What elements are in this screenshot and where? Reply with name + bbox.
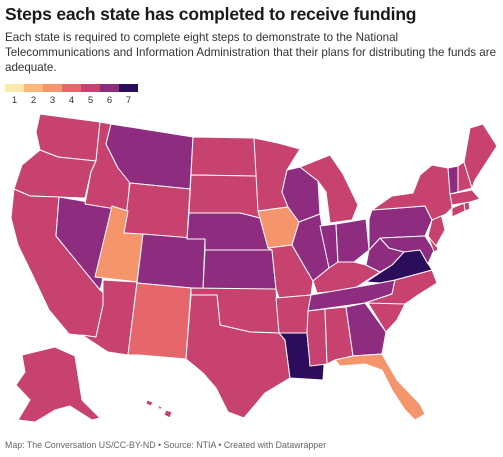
state-tx[interactable] <box>185 294 291 419</box>
state-mi[interactable] <box>299 154 359 224</box>
map-source-footer: Map: The Conversation US/CC-BY-ND • Sour… <box>5 440 327 450</box>
state-ks[interactable] <box>202 249 277 290</box>
legend-swatch-1 <box>5 84 24 92</box>
state-or[interactable] <box>13 149 97 199</box>
legend-swatch-4 <box>62 84 81 92</box>
legend-swatch-6 <box>100 84 119 92</box>
legend-swatch-3 <box>43 84 62 92</box>
state-ar[interactable] <box>275 294 312 334</box>
state-nc[interactable] <box>364 269 438 305</box>
legend-labels: 1 2 3 4 5 6 7 <box>5 95 138 106</box>
legend-label-1: 1 <box>11 95 18 106</box>
legend-label-6: 6 <box>106 95 113 106</box>
legend-label-5: 5 <box>87 95 94 106</box>
state-ak[interactable] <box>15 346 101 423</box>
state-md[interactable] <box>379 235 435 265</box>
legend-swatch-2 <box>24 84 43 92</box>
legend-label-3: 3 <box>49 95 56 106</box>
state-wy[interactable] <box>123 182 191 240</box>
state-sd[interactable] <box>188 174 261 219</box>
legend-swatch-5 <box>81 84 100 92</box>
legend-bar <box>5 84 138 92</box>
legend-label-7: 7 <box>125 95 132 106</box>
state-ms[interactable] <box>306 308 328 367</box>
state-vt[interactable] <box>447 165 459 195</box>
state-co[interactable] <box>136 233 206 290</box>
state-hi[interactable] <box>145 399 173 419</box>
state-ma[interactable] <box>449 189 481 206</box>
map-title: Steps each state has completed to receiv… <box>5 4 417 24</box>
state-nd[interactable] <box>190 136 258 177</box>
state-nm[interactable] <box>127 282 192 360</box>
state-ga[interactable] <box>345 302 387 357</box>
legend: 1 2 3 4 5 6 7 <box>5 84 138 106</box>
us-states-map <box>10 113 498 423</box>
state-fl[interactable] <box>334 353 426 421</box>
legend-label-4: 4 <box>68 95 75 106</box>
state-me[interactable] <box>463 123 498 189</box>
legend-label-2: 2 <box>30 95 37 106</box>
state-oh[interactable] <box>335 218 370 263</box>
legend-swatch-7 <box>119 84 138 92</box>
map-subtitle: Each state is required to complete eight… <box>5 31 497 74</box>
